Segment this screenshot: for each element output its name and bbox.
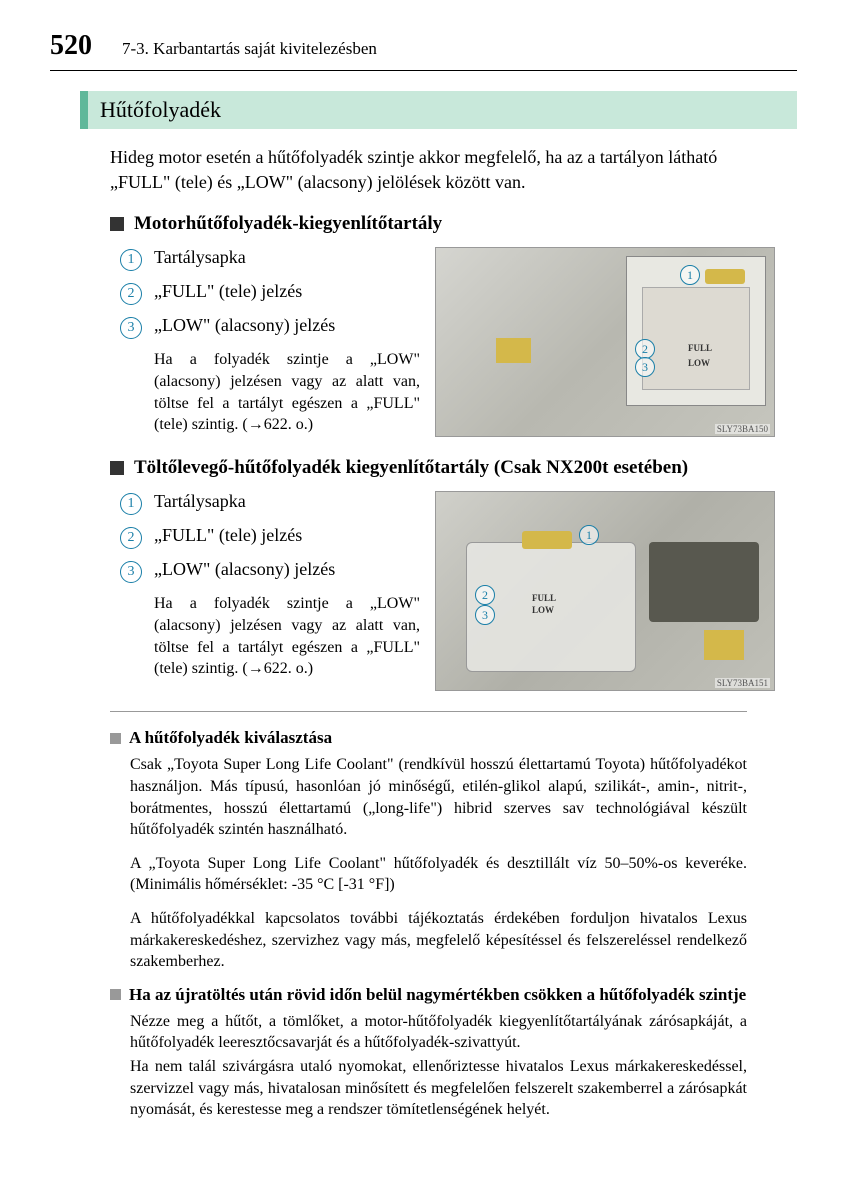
image-code: SLY73BA150 bbox=[715, 424, 770, 434]
circle-number-icon: 1 bbox=[120, 493, 142, 515]
page-number: 520 bbox=[50, 30, 92, 62]
chapter-title: 7-3. Karbantartás saját kivitelezésben bbox=[122, 39, 377, 59]
note-2-heading: Ha az újratöltés után rövid időn belül n… bbox=[110, 985, 747, 1005]
note-2-p1: Nézze meg a hűtőt, a tömlőket, a motor-h… bbox=[130, 1011, 747, 1054]
subsection-2-image: FULL LOW 1 2 3 SLY73BA151 bbox=[435, 491, 797, 691]
engine-highlight bbox=[496, 338, 531, 363]
reservoir-tank: FULL LOW 1 2 3 bbox=[466, 542, 636, 672]
subsection-1-title: Motorhűtőfolyadék-kiegyenlítőtartály bbox=[134, 213, 442, 235]
item-label: Tartálysapka bbox=[154, 247, 246, 268]
list-item: 2 „FULL" (tele) jelzés bbox=[120, 525, 420, 549]
list-item: 1 Tartálysapka bbox=[120, 247, 420, 271]
note-1-p1: Csak „Toyota Super Long Life Coolant" (r… bbox=[130, 754, 747, 840]
engine-diagram-2: FULL LOW 1 2 3 SLY73BA151 bbox=[435, 491, 775, 691]
subsection-2-content: 1 Tartálysapka 2 „FULL" (tele) jelzés 3 … bbox=[120, 491, 797, 691]
bullet-square-icon bbox=[110, 733, 121, 744]
notes-section: A hűtőfolyadék kiválasztása Csak „Toyota… bbox=[110, 728, 747, 1120]
intro-text: Hideg motor esetén a hűtőfolyadék szintj… bbox=[110, 145, 757, 195]
item-label: „FULL" (tele) jelzés bbox=[154, 281, 302, 302]
image-code: SLY73BA151 bbox=[715, 678, 770, 688]
note-1-p3: A hűtőfolyadékkal kapcsolatos további tá… bbox=[130, 908, 747, 973]
section-title: Hűtőfolyadék bbox=[88, 91, 797, 129]
note-1-title: A hűtőfolyadék kiválasztása bbox=[129, 728, 332, 748]
callout-3-icon: 3 bbox=[475, 605, 495, 625]
reservoir-tank: FULL LOW bbox=[642, 287, 750, 390]
item-label: „LOW" (alacsony) jelzés bbox=[154, 315, 335, 336]
list-item: 2 „FULL" (tele) jelzés bbox=[120, 281, 420, 305]
subsection-1-note: Ha a folyadék szintje a „LOW" (alacsony)… bbox=[154, 349, 420, 435]
note-2-p2: Ha nem talál szivárgásra utaló nyomokat,… bbox=[130, 1056, 747, 1121]
subsection-2-text: 1 Tartálysapka 2 „FULL" (tele) jelzés 3 … bbox=[120, 491, 420, 691]
subsection-2-heading: Töltőlevegő-hűtőfolyadék kiegyenlítőtart… bbox=[110, 457, 797, 479]
bullet-square-icon bbox=[110, 989, 121, 1000]
low-label: LOW bbox=[532, 605, 554, 615]
subsection-1-image: FULL LOW 1 2 3 SLY73BA150 bbox=[435, 247, 797, 437]
engine-highlight bbox=[704, 630, 744, 660]
list-item: 3 „LOW" (alacsony) jelzés bbox=[120, 315, 420, 339]
list-item: 1 Tartálysapka bbox=[120, 491, 420, 515]
page-header: 520 7-3. Karbantartás saját kivitelezésb… bbox=[50, 30, 797, 71]
reservoir-cap bbox=[705, 269, 745, 284]
item-label: „LOW" (alacsony) jelzés bbox=[154, 559, 335, 580]
bullet-square-icon bbox=[110, 217, 124, 231]
item-label: „FULL" (tele) jelzés bbox=[154, 525, 302, 546]
full-label: FULL bbox=[688, 343, 712, 353]
full-label: FULL bbox=[532, 593, 556, 603]
callout-1-icon: 1 bbox=[579, 525, 599, 545]
note-1-p2: A „Toyota Super Long Life Coolant" hűtőf… bbox=[130, 853, 747, 896]
section-heading: Hűtőfolyadék bbox=[80, 91, 797, 129]
low-label: LOW bbox=[688, 358, 710, 368]
callout-2-icon: 2 bbox=[475, 585, 495, 605]
circle-number-icon: 3 bbox=[120, 317, 142, 339]
item-label: Tartálysapka bbox=[154, 491, 246, 512]
page: 520 7-3. Karbantartás saját kivitelezésb… bbox=[0, 0, 847, 1163]
subsection-1-text: 1 Tartálysapka 2 „FULL" (tele) jelzés 3 … bbox=[120, 247, 420, 437]
note-1-heading: A hűtőfolyadék kiválasztása bbox=[110, 728, 747, 748]
subsection-1-heading: Motorhűtőfolyadék-kiegyenlítőtartály bbox=[110, 213, 797, 235]
list-item: 3 „LOW" (alacsony) jelzés bbox=[120, 559, 420, 583]
subsection-2-note: Ha a folyadék szintje a „LOW" (alacsony)… bbox=[154, 593, 420, 679]
bullet-square-icon bbox=[110, 461, 124, 475]
subsection-1-content: 1 Tartálysapka 2 „FULL" (tele) jelzés 3 … bbox=[120, 247, 797, 437]
callout-1-icon: 1 bbox=[680, 265, 700, 285]
subsection-2-title: Töltőlevegő-hűtőfolyadék kiegyenlítőtart… bbox=[134, 457, 688, 479]
engine-block bbox=[649, 542, 759, 622]
reservoir-cap bbox=[522, 531, 572, 549]
note-2-title: Ha az újratöltés után rövid időn belül n… bbox=[129, 985, 746, 1005]
circle-number-icon: 2 bbox=[120, 283, 142, 305]
heading-accent bbox=[80, 91, 88, 129]
divider bbox=[110, 711, 747, 712]
circle-number-icon: 2 bbox=[120, 527, 142, 549]
circle-number-icon: 1 bbox=[120, 249, 142, 271]
circle-number-icon: 3 bbox=[120, 561, 142, 583]
engine-diagram-1: FULL LOW 1 2 3 SLY73BA150 bbox=[435, 247, 775, 437]
engine-inset: FULL LOW 1 2 3 bbox=[626, 256, 766, 406]
